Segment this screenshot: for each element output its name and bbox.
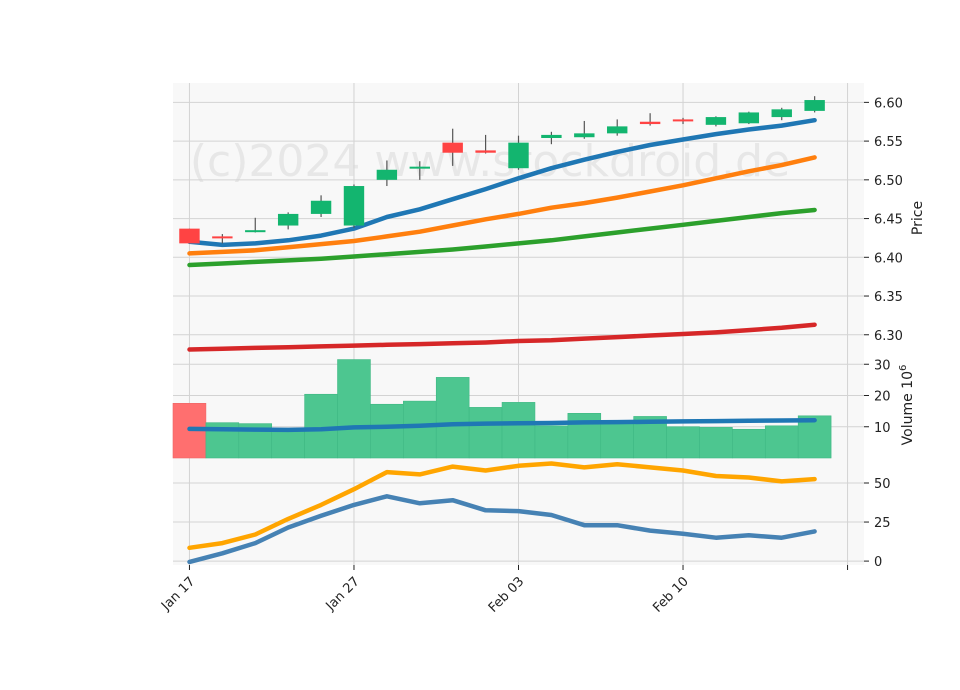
candle-body [541, 134, 562, 138]
candle-body [245, 230, 266, 233]
candle-body [409, 166, 430, 169]
x-tick-label: Jan 27 [323, 574, 363, 614]
price-y-tick-label: 6.60 [874, 96, 903, 111]
indicator-line [187, 494, 817, 565]
candle-body [442, 142, 463, 153]
x-tick-label: Jan 17 [158, 574, 198, 614]
volume-axis-title: Volume 106 [898, 365, 916, 446]
volume-bar [501, 402, 536, 459]
volume-axis-title-exponent: 6 [898, 365, 909, 371]
candle-body [705, 117, 727, 125]
volume-bar [534, 425, 569, 459]
candle-body [376, 169, 398, 180]
volume-y-tick-label: 10 [874, 421, 891, 436]
candle-body [574, 133, 595, 138]
volume-bar [370, 403, 404, 459]
candle-body [475, 150, 496, 153]
candle-body [343, 186, 365, 226]
indicator-y-tick-label: 25 [874, 516, 891, 531]
volume-bar [403, 400, 437, 459]
indicator-line [187, 461, 817, 551]
volume-bar [435, 377, 470, 459]
price-axis-title: Price [910, 201, 926, 235]
candle-body [277, 213, 299, 226]
moving-average-line [187, 207, 817, 268]
moving-average-line [187, 155, 817, 256]
volume-bar [666, 426, 700, 459]
indicator-y-tick-label: 0 [874, 555, 882, 570]
candle-body [639, 121, 661, 125]
volume-bar [699, 427, 733, 459]
x-tick-label: Feb 03 [486, 574, 528, 616]
volume-bar [271, 429, 305, 459]
price-y-tick-label: 6.40 [874, 251, 903, 266]
candle-body [179, 228, 200, 244]
price-y-tick-label: 6.45 [874, 213, 903, 228]
volume-bar [797, 415, 832, 459]
candle-body [508, 142, 529, 169]
volume-bar [337, 359, 371, 459]
candle-body [672, 119, 694, 122]
x-tick-label: Feb 10 [650, 574, 692, 616]
volume-y-tick-label: 30 [874, 358, 891, 373]
candle-body [607, 126, 628, 134]
volume-bar [304, 393, 338, 459]
candle-body [738, 112, 760, 124]
candle-body [804, 100, 825, 111]
candle-body [771, 109, 792, 118]
volume-average-line [187, 417, 817, 433]
watermark: (c)2024 www.stockdroid.de [190, 136, 790, 187]
volume-bar [600, 422, 634, 459]
price-y-tick-label: 6.35 [874, 290, 903, 305]
volume-bar [732, 428, 766, 459]
chart-marks [172, 96, 832, 565]
volume-y-tick-label: 20 [874, 390, 891, 405]
indicator-y-tick-label: 50 [874, 477, 891, 492]
price-y-tick-label: 6.50 [874, 174, 903, 189]
volume-bar [468, 407, 503, 459]
moving-average-line [187, 117, 817, 248]
price-y-tick-label: 6.55 [874, 135, 903, 150]
moving-average-line [187, 322, 817, 352]
volume-axis-title-base: Volume 10 [900, 371, 916, 445]
volume-bar [764, 425, 799, 459]
candle-body [310, 200, 332, 214]
candle-body [212, 236, 233, 239]
price-y-tick-label: 6.30 [874, 329, 903, 344]
volume-bar [567, 413, 602, 459]
